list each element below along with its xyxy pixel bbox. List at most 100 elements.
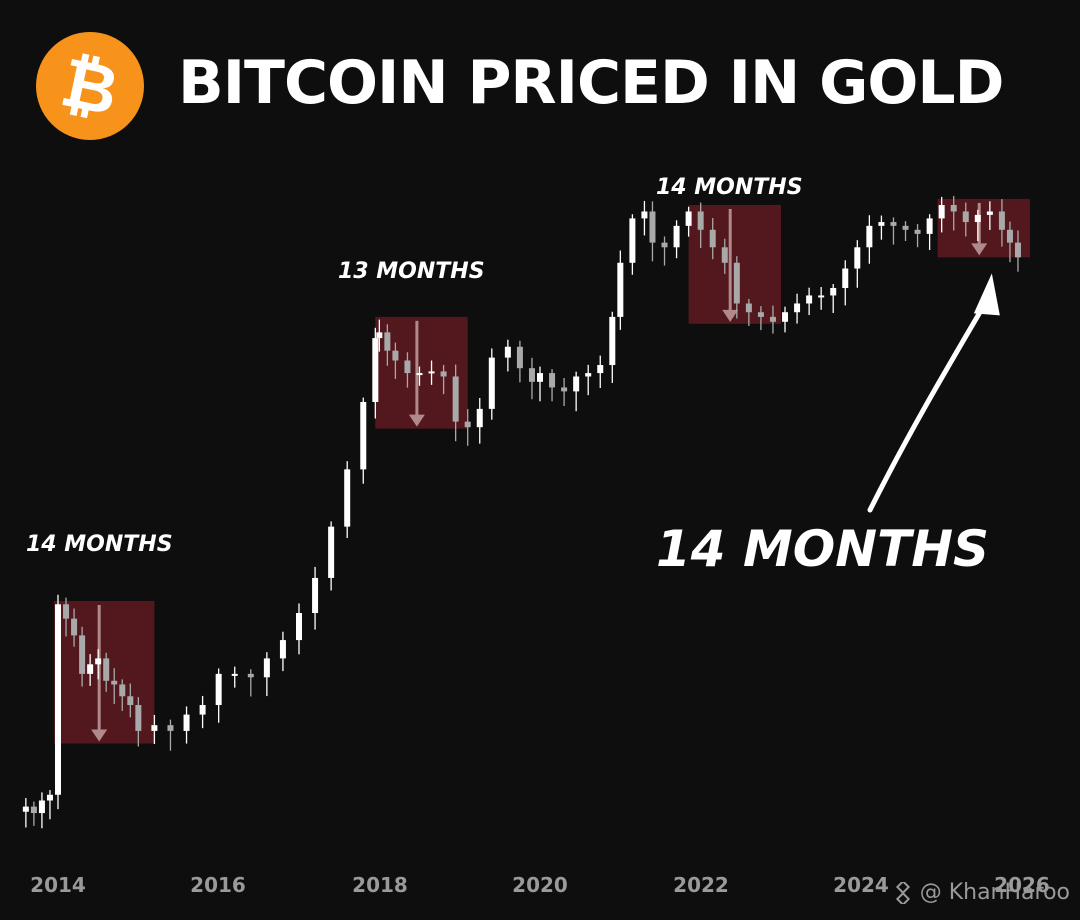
candle-body [79, 635, 86, 674]
watermark-text: @ KhanHaroo [919, 880, 1070, 905]
drawdown-arrow-head [91, 729, 108, 742]
candle-body [818, 295, 825, 298]
candle-body [974, 214, 981, 223]
candle-body [22, 806, 29, 812]
candle-body [549, 373, 556, 388]
bitcoin-logo-icon: ₿ [36, 32, 144, 140]
candle-body [661, 242, 668, 248]
x-tick-label: 2014 [30, 873, 86, 897]
candle-body [998, 211, 1005, 230]
region-label-1: 14 MONTHS [26, 532, 173, 557]
candle-body [597, 365, 604, 374]
candle-body [950, 205, 957, 212]
candle-body [167, 725, 174, 731]
candle-body [830, 288, 837, 296]
candle-body [902, 225, 909, 230]
candle-body [199, 705, 206, 715]
chart-title: BITCOIN PRICED IN GOLD [178, 48, 1004, 118]
candle-body [452, 376, 459, 422]
binance-diamond-icon [895, 881, 910, 904]
candle-body [1006, 229, 1013, 243]
candle-body [328, 526, 335, 578]
candle-body [476, 408, 483, 428]
candle-body [428, 371, 435, 374]
candle-body [926, 218, 933, 234]
candle-body [769, 316, 776, 322]
candle-body [312, 577, 319, 614]
region-label-3: 14 MONTHS [656, 175, 803, 200]
candle-body [151, 725, 158, 731]
candle-body [914, 229, 921, 234]
candle-body [866, 225, 873, 248]
candle-body [464, 421, 471, 428]
candle-body [63, 604, 70, 619]
candle-body [649, 211, 656, 243]
candle-body [344, 469, 351, 527]
candle-body [609, 316, 616, 366]
candle-body [247, 673, 254, 678]
current-duration-annotation: 14 MONTHS [656, 520, 990, 578]
candle-body [854, 247, 861, 269]
candle-body [404, 360, 411, 374]
candle-body [685, 211, 692, 226]
x-tick-label: 2018 [352, 873, 408, 897]
candle-body [528, 368, 535, 382]
candle-body [617, 262, 624, 317]
candle-body [55, 604, 61, 795]
candle-body [842, 268, 849, 289]
watermark: @ KhanHaroo [892, 880, 1070, 905]
candle-body [641, 211, 648, 219]
annotation-arrow-head [973, 273, 1000, 316]
drawdown-arrow-head [408, 414, 425, 427]
x-tick-label: 2022 [673, 873, 729, 897]
candle-body [697, 211, 704, 230]
candle-body [504, 346, 511, 358]
candle-body [46, 794, 53, 801]
candle-body [127, 696, 134, 706]
candle-body [119, 684, 126, 697]
candle-body [231, 673, 238, 676]
candle-body [296, 613, 302, 641]
x-tick-label: 2020 [512, 873, 568, 897]
drawdown-arrow-head [722, 309, 739, 322]
candle-body [721, 247, 728, 263]
candle-body [962, 211, 969, 223]
x-tick-label: 2026 [994, 873, 1050, 897]
candle-body [215, 673, 222, 706]
candle-body [392, 350, 399, 361]
candle-body [360, 401, 367, 470]
candle-body [103, 658, 110, 681]
candle-body [1014, 242, 1021, 258]
candle-body [986, 211, 993, 215]
candle-body [95, 658, 102, 665]
candle-body [279, 640, 286, 659]
candle-body [440, 371, 447, 377]
candle-body [384, 332, 391, 351]
candle-body [806, 295, 813, 304]
candle-body [87, 664, 94, 674]
candle-body [629, 218, 636, 263]
candle-body [673, 225, 680, 248]
candle-body [733, 262, 740, 304]
drawdown-region [375, 316, 468, 429]
candle-body [794, 303, 801, 313]
candle-body [111, 680, 118, 685]
candle-body [372, 338, 379, 402]
x-tick-label: 2024 [833, 873, 889, 897]
candle-body [561, 387, 568, 392]
annotation-arrow-line [867, 292, 993, 513]
candle-body [263, 658, 270, 678]
candle-body [416, 373, 423, 376]
candle-body [782, 312, 789, 322]
candle-body [709, 229, 716, 248]
region-label-2: 13 MONTHS [338, 259, 485, 284]
candle-body [745, 303, 752, 313]
candle-body [488, 357, 495, 409]
candle-body [30, 806, 37, 814]
candle-body [585, 373, 592, 377]
candle-body [183, 714, 190, 731]
candle-body [376, 332, 383, 339]
x-tick-label: 2016 [190, 873, 246, 897]
candle-body [135, 705, 142, 731]
